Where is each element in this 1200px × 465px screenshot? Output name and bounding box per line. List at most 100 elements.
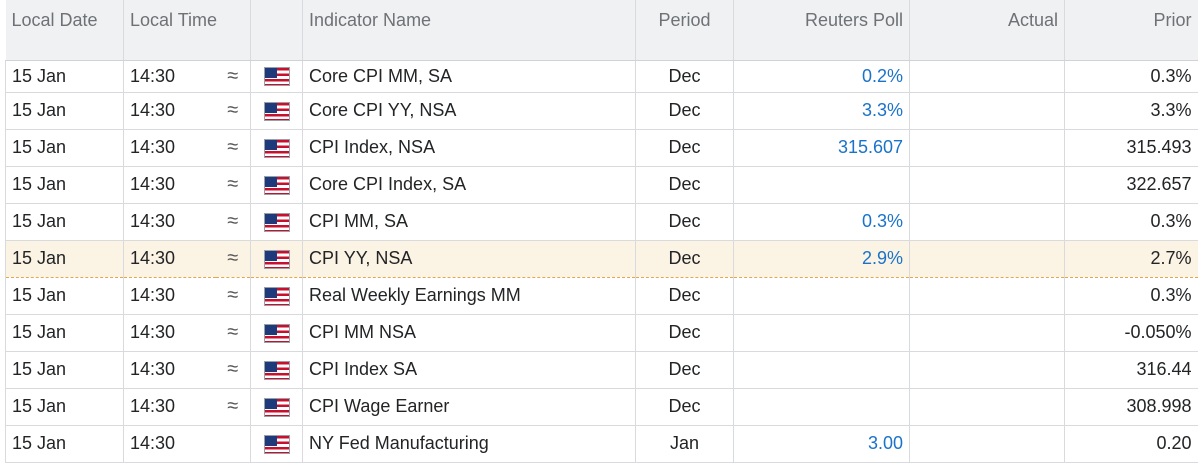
row-flag bbox=[250, 314, 303, 352]
row-flag bbox=[250, 203, 303, 241]
us-flag-icon bbox=[263, 249, 290, 269]
row-actual bbox=[909, 129, 1065, 167]
table-row[interactable]: 15 Jan 14:30 NY Fed Manufacturing Jan 3.… bbox=[5, 425, 1198, 463]
row-time: 14:30 bbox=[123, 314, 216, 352]
row-actual bbox=[909, 425, 1065, 463]
row-date: 15 Jan bbox=[5, 351, 124, 389]
us-flag-icon bbox=[263, 397, 290, 417]
row-reuters-poll bbox=[733, 388, 910, 426]
row-indicator-name[interactable]: Core CPI YY, NSA bbox=[302, 92, 636, 130]
row-period: Dec bbox=[635, 166, 734, 204]
row-date: 15 Jan bbox=[5, 277, 124, 315]
row-prior: 0.3% bbox=[1064, 60, 1198, 93]
header-flag bbox=[250, 0, 303, 61]
table-row[interactable]: 15 Jan 14:30 ≈ CPI YY, NSA Dec 2.9% 2.7% bbox=[5, 239, 1198, 278]
table-row[interactable]: 15 Jan 14:30 ≈ CPI Wage Earner Dec 308.9… bbox=[5, 388, 1198, 426]
row-period: Dec bbox=[635, 351, 734, 389]
row-actual bbox=[909, 166, 1065, 204]
table-row[interactable]: 15 Jan 14:30 ≈ CPI MM NSA Dec -0.050% bbox=[5, 314, 1198, 352]
row-reuters-poll: 3.3% bbox=[733, 92, 910, 130]
row-indicator-name[interactable]: CPI Wage Earner bbox=[302, 388, 636, 426]
row-time: 14:30 bbox=[123, 129, 216, 167]
approx-icon: ≈ bbox=[215, 277, 251, 315]
row-date: 15 Jan bbox=[5, 314, 124, 352]
row-prior: 0.20 bbox=[1064, 425, 1198, 463]
table-row[interactable]: 15 Jan 14:30 ≈ CPI Index, NSA Dec 315.60… bbox=[5, 129, 1198, 167]
approx-icon: ≈ bbox=[215, 166, 251, 204]
header-indicator-name[interactable]: Indicator Name bbox=[302, 0, 636, 61]
header-local-date[interactable]: Local Date bbox=[5, 0, 124, 61]
header-period[interactable]: Period bbox=[635, 0, 734, 61]
row-flag bbox=[250, 277, 303, 315]
row-period: Dec bbox=[635, 129, 734, 167]
table-row[interactable]: 15 Jan 14:30 ≈ Core CPI MM, SA Dec 0.2% … bbox=[5, 60, 1198, 93]
table-row[interactable]: 15 Jan 14:30 ≈ Core CPI Index, SA Dec 32… bbox=[5, 166, 1198, 204]
row-prior: 3.3% bbox=[1064, 92, 1198, 130]
row-indicator-name[interactable]: NY Fed Manufacturing bbox=[302, 425, 636, 463]
row-reuters-poll: 315.607 bbox=[733, 129, 910, 167]
row-indicator-name[interactable]: CPI MM, SA bbox=[302, 203, 636, 241]
us-flag-icon bbox=[263, 286, 290, 306]
row-indicator-name[interactable]: CPI MM NSA bbox=[302, 314, 636, 352]
table-row[interactable]: 15 Jan 14:30 ≈ CPI Index SA Dec 316.44 bbox=[5, 351, 1198, 389]
row-date: 15 Jan bbox=[5, 203, 124, 241]
row-flag bbox=[250, 60, 303, 93]
table-header: Local Date Local Time Indicator Name Per… bbox=[5, 0, 1198, 61]
header-reuters-poll[interactable]: Reuters Poll bbox=[733, 0, 910, 61]
row-actual bbox=[909, 92, 1065, 130]
row-prior: 0.3% bbox=[1064, 277, 1198, 315]
row-date: 15 Jan bbox=[5, 129, 124, 167]
row-actual bbox=[909, 277, 1065, 315]
row-time: 14:30 bbox=[123, 351, 216, 389]
row-period: Dec bbox=[635, 388, 734, 426]
header-local-time[interactable]: Local Time bbox=[122, 0, 251, 61]
us-flag-icon bbox=[263, 101, 290, 121]
approx-icon: ≈ bbox=[215, 351, 251, 389]
row-period: Dec bbox=[635, 314, 734, 352]
row-date: 15 Jan bbox=[5, 166, 124, 204]
row-indicator-name[interactable]: CPI Index SA bbox=[302, 351, 636, 389]
row-time: 14:30 bbox=[123, 92, 216, 130]
row-indicator-name[interactable]: Real Weekly Earnings MM bbox=[302, 277, 636, 315]
approx-icon: ≈ bbox=[215, 129, 251, 167]
row-prior: 316.44 bbox=[1064, 351, 1198, 389]
row-flag bbox=[250, 239, 303, 278]
row-reuters-poll bbox=[733, 314, 910, 352]
row-prior: 0.3% bbox=[1064, 203, 1198, 241]
us-flag-icon bbox=[263, 360, 290, 380]
row-indicator-name[interactable]: Core CPI Index, SA bbox=[302, 166, 636, 204]
row-period: Dec bbox=[635, 239, 734, 278]
row-time: 14:30 bbox=[123, 425, 216, 463]
row-flag bbox=[250, 166, 303, 204]
table-row[interactable]: 15 Jan 14:30 ≈ CPI MM, SA Dec 0.3% 0.3% bbox=[5, 203, 1198, 241]
header-prior[interactable]: Prior bbox=[1064, 0, 1198, 61]
row-flag bbox=[250, 129, 303, 167]
row-actual bbox=[909, 60, 1065, 93]
row-date: 15 Jan bbox=[5, 388, 124, 426]
row-prior: 308.998 bbox=[1064, 388, 1198, 426]
row-indicator-name[interactable]: CPI Index, NSA bbox=[302, 129, 636, 167]
row-date: 15 Jan bbox=[5, 425, 124, 463]
row-prior: 322.657 bbox=[1064, 166, 1198, 204]
table-row[interactable]: 15 Jan 14:30 ≈ Real Weekly Earnings MM D… bbox=[5, 277, 1198, 315]
row-period: Dec bbox=[635, 203, 734, 241]
row-prior: 2.7% bbox=[1064, 239, 1198, 278]
row-indicator-name[interactable]: Core CPI MM, SA bbox=[302, 60, 636, 93]
approx-icon: ≈ bbox=[215, 239, 251, 278]
row-time: 14:30 bbox=[123, 203, 216, 241]
approx-icon: ≈ bbox=[215, 203, 251, 241]
row-flag bbox=[250, 351, 303, 389]
header-actual[interactable]: Actual bbox=[909, 0, 1065, 61]
row-time: 14:30 bbox=[123, 60, 216, 93]
approx-icon: ≈ bbox=[215, 314, 251, 352]
row-actual bbox=[909, 388, 1065, 426]
row-reuters-poll bbox=[733, 277, 910, 315]
indicator-table: Local Date Local Time Indicator Name Per… bbox=[5, 0, 1198, 463]
row-indicator-name[interactable]: CPI YY, NSA bbox=[302, 239, 636, 278]
row-actual bbox=[909, 203, 1065, 241]
table-row[interactable]: 15 Jan 14:30 ≈ Core CPI YY, NSA Dec 3.3%… bbox=[5, 92, 1198, 130]
us-flag-icon bbox=[263, 67, 290, 87]
row-reuters-poll bbox=[733, 351, 910, 389]
row-time: 14:30 bbox=[123, 388, 216, 426]
row-prior: 315.493 bbox=[1064, 129, 1198, 167]
